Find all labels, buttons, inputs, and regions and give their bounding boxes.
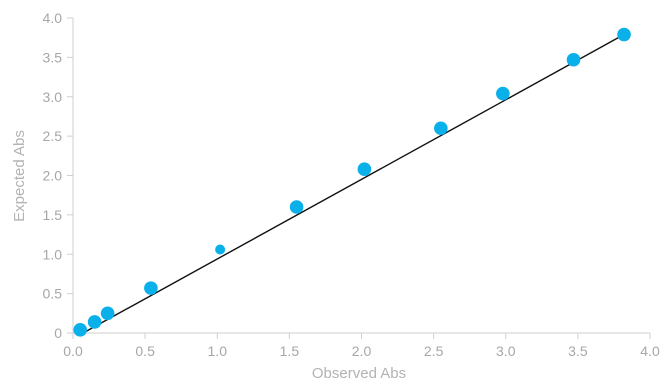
x-tick-label: 0.5 [135,343,155,359]
x-tick-label: 0.0 [63,343,83,359]
y-tick-label: 3.5 [43,49,63,65]
y-tick-label: 3.0 [43,89,63,105]
data-point [215,244,226,255]
x-tick-label: 2.0 [352,343,372,359]
data-point [87,315,102,329]
x-tick-label: 3.5 [568,343,588,359]
data-point [144,281,158,295]
x-tick-label: 3.0 [496,343,516,359]
fit-line [82,33,625,334]
y-ticks: 0 0.5 1.0 1.5 2.0 2.5 3.0 3.5 4.0 [43,10,73,341]
x-tick-label: 1.0 [208,343,228,359]
data-point [496,86,510,101]
x-tick-label: 4.0 [640,343,660,359]
y-tick-label: 1.0 [43,246,63,262]
y-tick-label: 2.5 [43,128,63,144]
y-tick-label: 4.0 [43,10,63,26]
y-axis-title: Expected Abs [11,130,28,222]
y-tick-label: 2.0 [43,168,63,184]
data-point [357,162,372,176]
data-point [73,323,88,337]
x-tick-label: 1.5 [280,343,300,359]
data-point [434,121,448,136]
data-point [100,306,115,321]
x-ticks: 0.0 0.5 1.0 1.5 2.0 2.5 3.0 3.5 4.0 [63,333,660,359]
axes [72,18,650,334]
x-tick-label: 2.5 [424,343,444,359]
data-point [566,52,581,67]
data-points [73,27,631,337]
x-axis-title: Observed Abs [312,365,406,382]
data-point [617,27,631,42]
y-tick-label: 0.5 [43,286,63,302]
data-point [289,200,304,214]
y-tick-label: 0 [54,325,62,341]
y-tick-label: 1.5 [43,207,63,223]
